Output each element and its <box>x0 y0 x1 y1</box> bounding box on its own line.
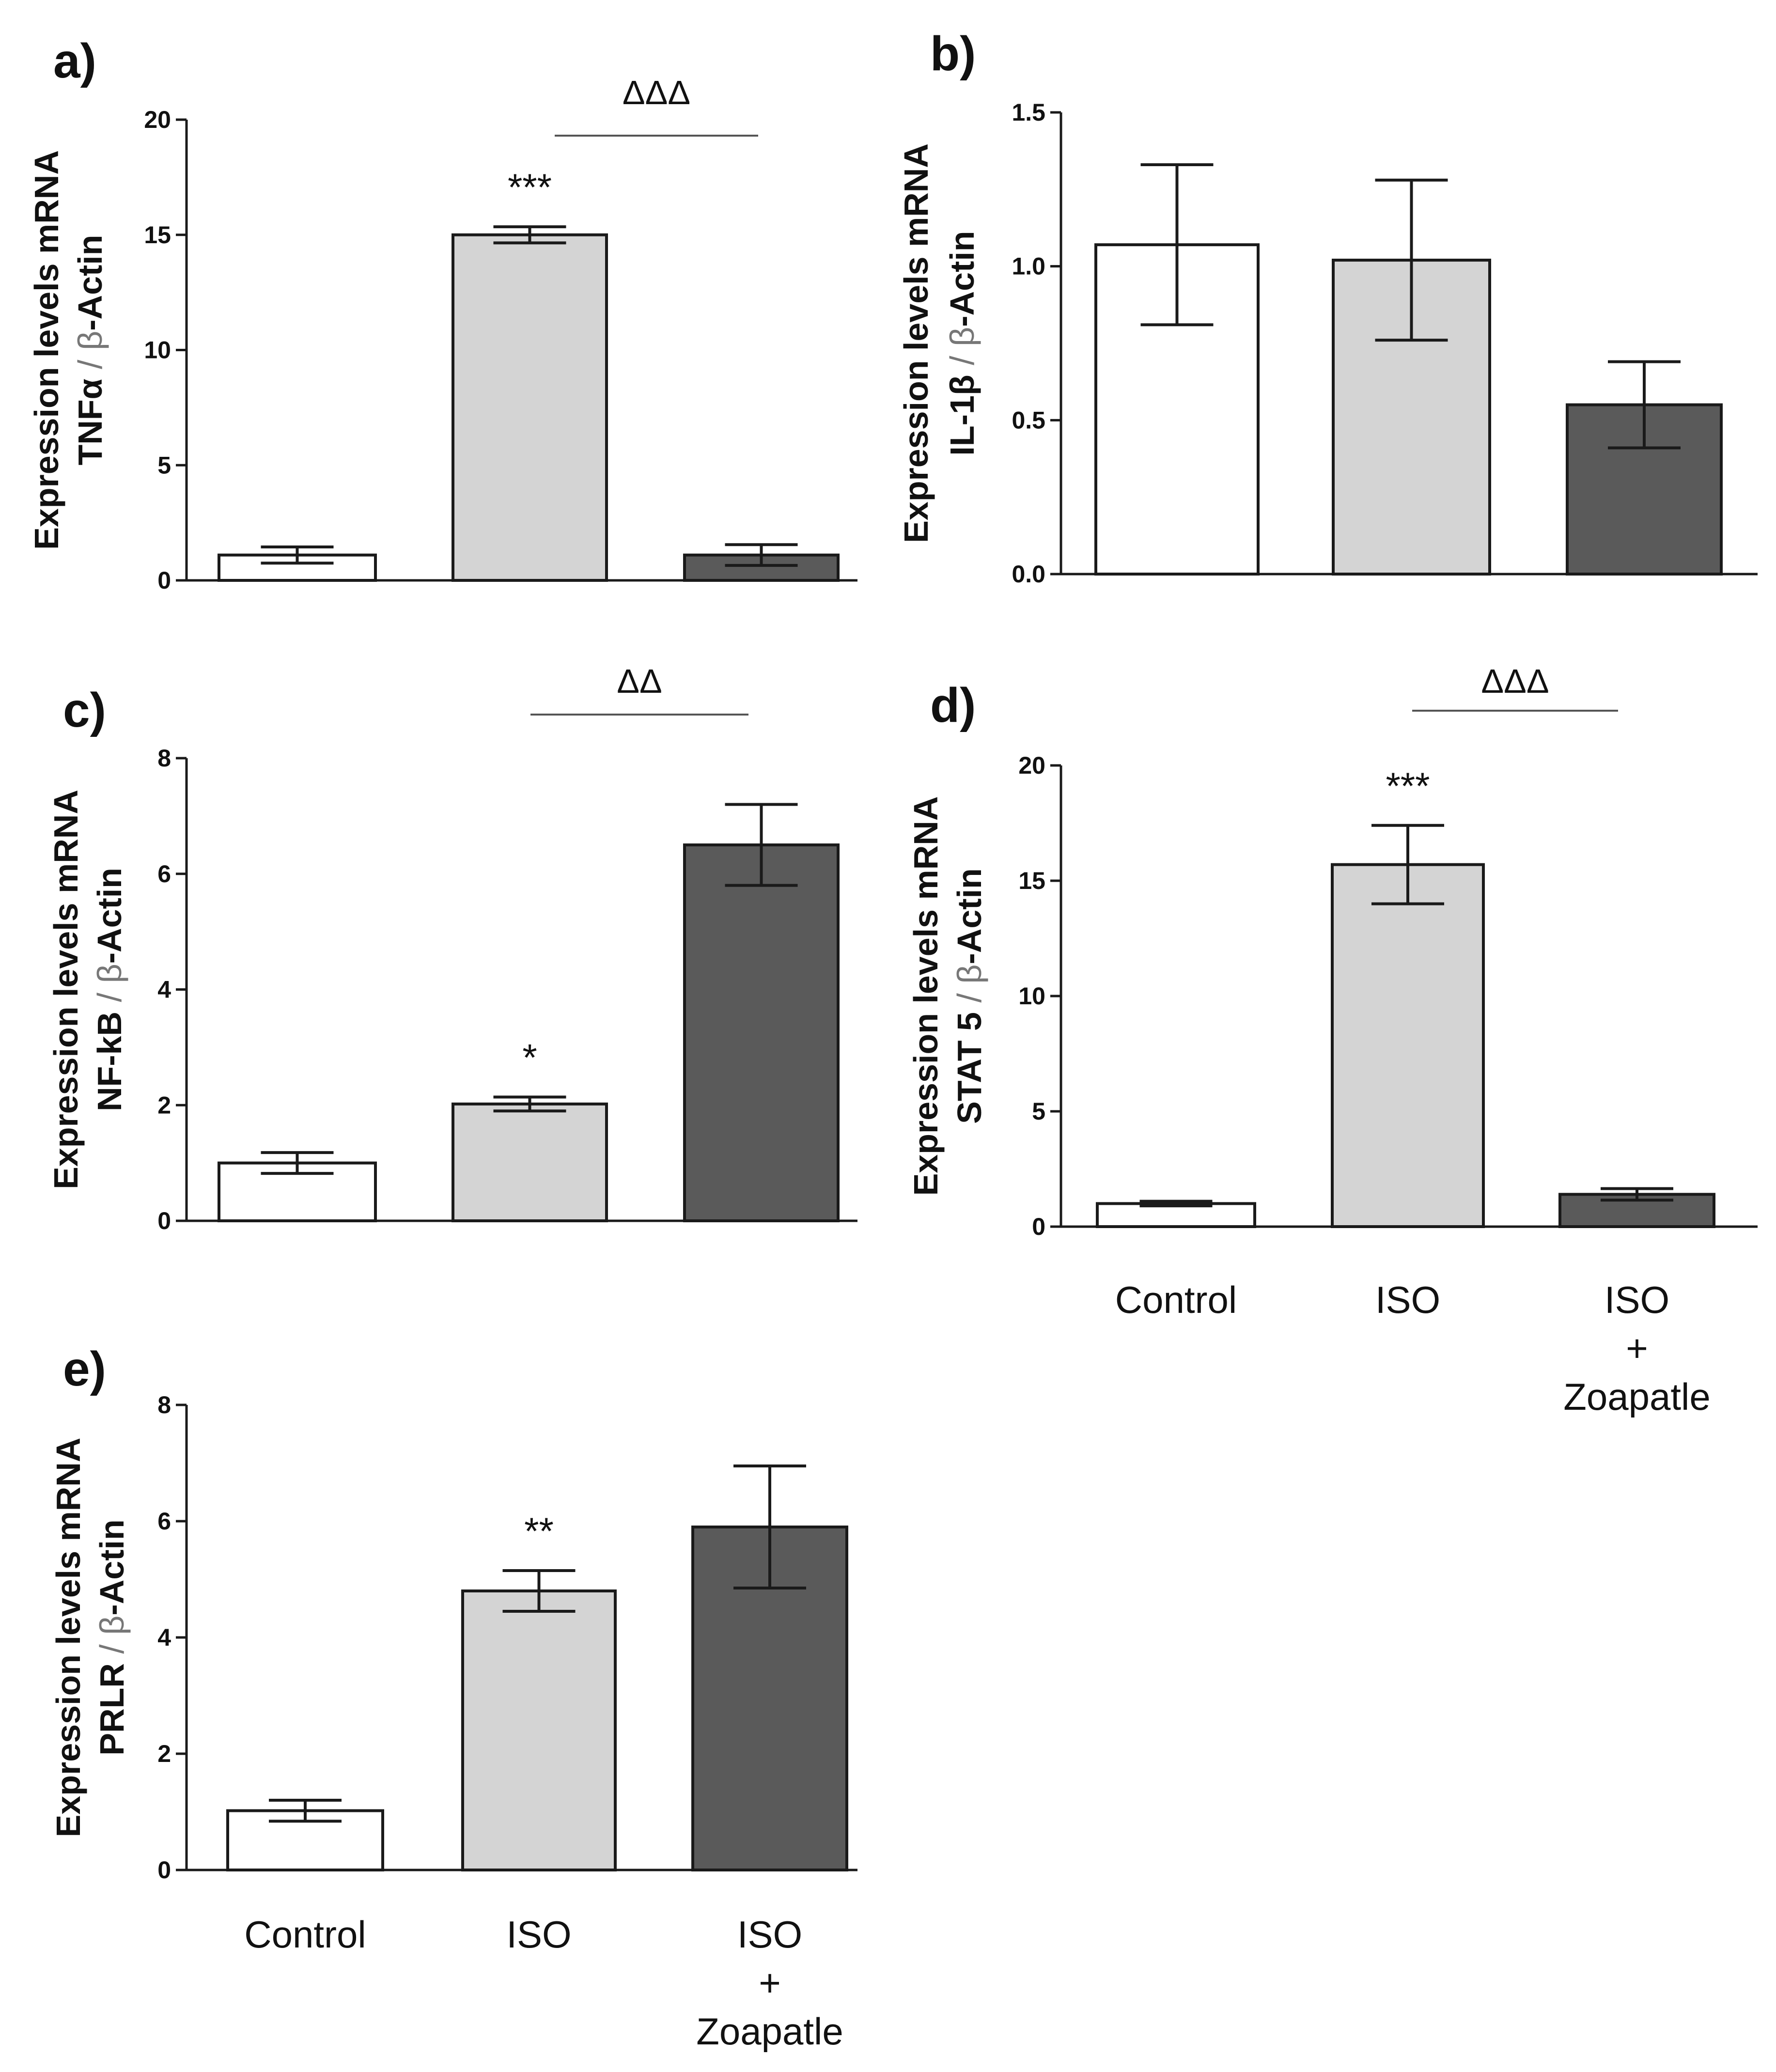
bar-0 <box>1096 1202 1256 1228</box>
y-tick-label: 20 <box>1018 752 1045 779</box>
y-axis-label: Expression levels mRNA <box>28 150 65 550</box>
panel-a: a) 0 5 10 15 20 *** ΔΔΔ Expression levels mRNA TN… <box>28 34 857 594</box>
category-label-1: ISO <box>506 1913 571 1956</box>
category-label-2: ISO + Zoapatle <box>1563 1278 1711 1418</box>
error-bar-2 <box>725 543 798 567</box>
category-label-2: ISO + Zoapatle <box>696 1913 843 2053</box>
error-bar-1 <box>493 225 566 245</box>
y-tick-label: 5 <box>157 452 171 479</box>
y-tick-label: 4 <box>157 976 171 1003</box>
error-bar-0 <box>269 1799 342 1823</box>
panel-b: b) 0.0 0.5 1.0 1.5 Expression levels mRNA IL-1… <box>897 27 1758 588</box>
significance-marker: *** <box>508 166 552 208</box>
y-tick-label: 1.0 <box>1012 253 1045 280</box>
y-axis-label-gene: NF-kB / β-Actin <box>91 868 128 1111</box>
error-bar-1 <box>493 1095 566 1113</box>
y-axis-label-gene: IL-1β / β-Actin <box>943 231 981 455</box>
error-bar-2 <box>1601 1187 1673 1202</box>
y-tick-label: 6 <box>157 1508 171 1535</box>
ratio-separator: / β <box>943 327 981 375</box>
category-label-1: ISO <box>1375 1278 1440 1321</box>
panel-label: c) <box>63 683 106 737</box>
y-axis-label-gene: TNFα / β-Actin <box>71 234 109 465</box>
y-tick-label: 0 <box>1032 1213 1045 1240</box>
y-tick-label: 15 <box>144 221 171 249</box>
category-label-0: Control <box>1115 1278 1237 1321</box>
gene-name: STAT 5 <box>950 1012 988 1124</box>
reference-gene: -Actin <box>943 231 981 327</box>
gene-name: PRLR <box>93 1663 131 1756</box>
comparison-label: ΔΔ <box>617 662 662 700</box>
bar-1 <box>452 233 608 582</box>
error-bar-2 <box>1608 360 1681 450</box>
y-axis-label-gene: PRLR / β-Actin <box>93 1519 131 1755</box>
y-tick-label: 10 <box>144 337 171 364</box>
error-bar-1 <box>1375 178 1448 342</box>
error-bar-1 <box>502 1569 576 1613</box>
comparison-label: ΔΔΔ <box>1481 662 1549 700</box>
panel-label: b) <box>930 27 976 81</box>
reference-gene: -Actin <box>950 868 988 964</box>
bar-1 <box>452 1102 608 1223</box>
error-bar-0 <box>261 1151 334 1175</box>
y-axis-label: Expression levels mRNA <box>47 790 85 1189</box>
reference-gene: -Actin <box>93 1519 131 1615</box>
gene-name: IL-1β <box>943 374 981 455</box>
error-bar-1 <box>1371 824 1444 905</box>
bar-1 <box>1331 863 1485 1229</box>
panel-c: c) 0 2 4 6 8 * ΔΔ Expression levels mRNA NF-kB / … <box>47 662 857 1234</box>
significance-marker: ** <box>524 1510 554 1552</box>
gene-name: TNFα <box>71 378 109 465</box>
panel-label: d) <box>930 678 976 732</box>
panel-e: e) 0 2 4 6 8 ** Expression levels mRNA PRLR / β-… <box>49 1342 857 2053</box>
ratio-separator: / β <box>91 964 128 1012</box>
y-tick-label: 4 <box>157 1624 171 1651</box>
reference-gene: -Actin <box>91 868 128 964</box>
y-tick-label: 6 <box>157 860 171 888</box>
y-tick-label: 5 <box>1032 1098 1045 1125</box>
significance-marker: *** <box>1386 764 1430 807</box>
y-axis-label-gene: STAT 5 / β-Actin <box>950 868 988 1124</box>
y-axis-label: Expression levels mRNA <box>49 1438 87 1838</box>
ratio-separator: / β <box>950 964 988 1012</box>
ratio-separator: / β <box>71 331 109 379</box>
y-tick-label: 10 <box>1018 982 1045 1010</box>
reference-gene: -Actin <box>71 234 109 330</box>
panel-label: e) <box>63 1342 106 1396</box>
category-label-0: Control <box>244 1913 366 1956</box>
panel-d: d) 0 5 10 15 20 *** ΔΔΔ Expression levels mRNA ST… <box>907 662 1758 1418</box>
error-bar-2 <box>733 1464 806 1589</box>
bar-2 <box>683 843 840 1222</box>
gene-name: NF-kB <box>91 1012 128 1111</box>
comparison-label: ΔΔΔ <box>623 74 690 111</box>
y-tick-label: 1.5 <box>1012 99 1045 126</box>
y-tick-label: 2 <box>157 1740 171 1767</box>
error-bar-0 <box>1139 1200 1213 1208</box>
y-tick-label: 15 <box>1018 867 1045 894</box>
y-tick-label: 0 <box>157 1856 171 1884</box>
significance-marker: * <box>522 1036 537 1079</box>
y-tick-label: 8 <box>157 1391 171 1418</box>
y-tick-label: 20 <box>144 106 171 133</box>
y-tick-label: 8 <box>157 745 171 772</box>
ratio-separator: / β <box>93 1616 131 1664</box>
panel-label: a) <box>53 34 96 88</box>
y-axis-label: Expression levels mRNA <box>907 796 945 1196</box>
y-tick-label: 0.0 <box>1012 561 1045 588</box>
y-tick-label: 0.5 <box>1012 406 1045 434</box>
bar-1 <box>461 1589 617 1871</box>
error-bar-0 <box>261 545 334 565</box>
error-bar-2 <box>725 803 798 887</box>
error-bar-0 <box>1140 163 1214 327</box>
y-axis-label: Expression levels mRNA <box>897 143 935 543</box>
y-tick-label: 0 <box>157 567 171 594</box>
y-tick-label: 0 <box>157 1207 171 1234</box>
y-tick-label: 2 <box>157 1091 171 1119</box>
